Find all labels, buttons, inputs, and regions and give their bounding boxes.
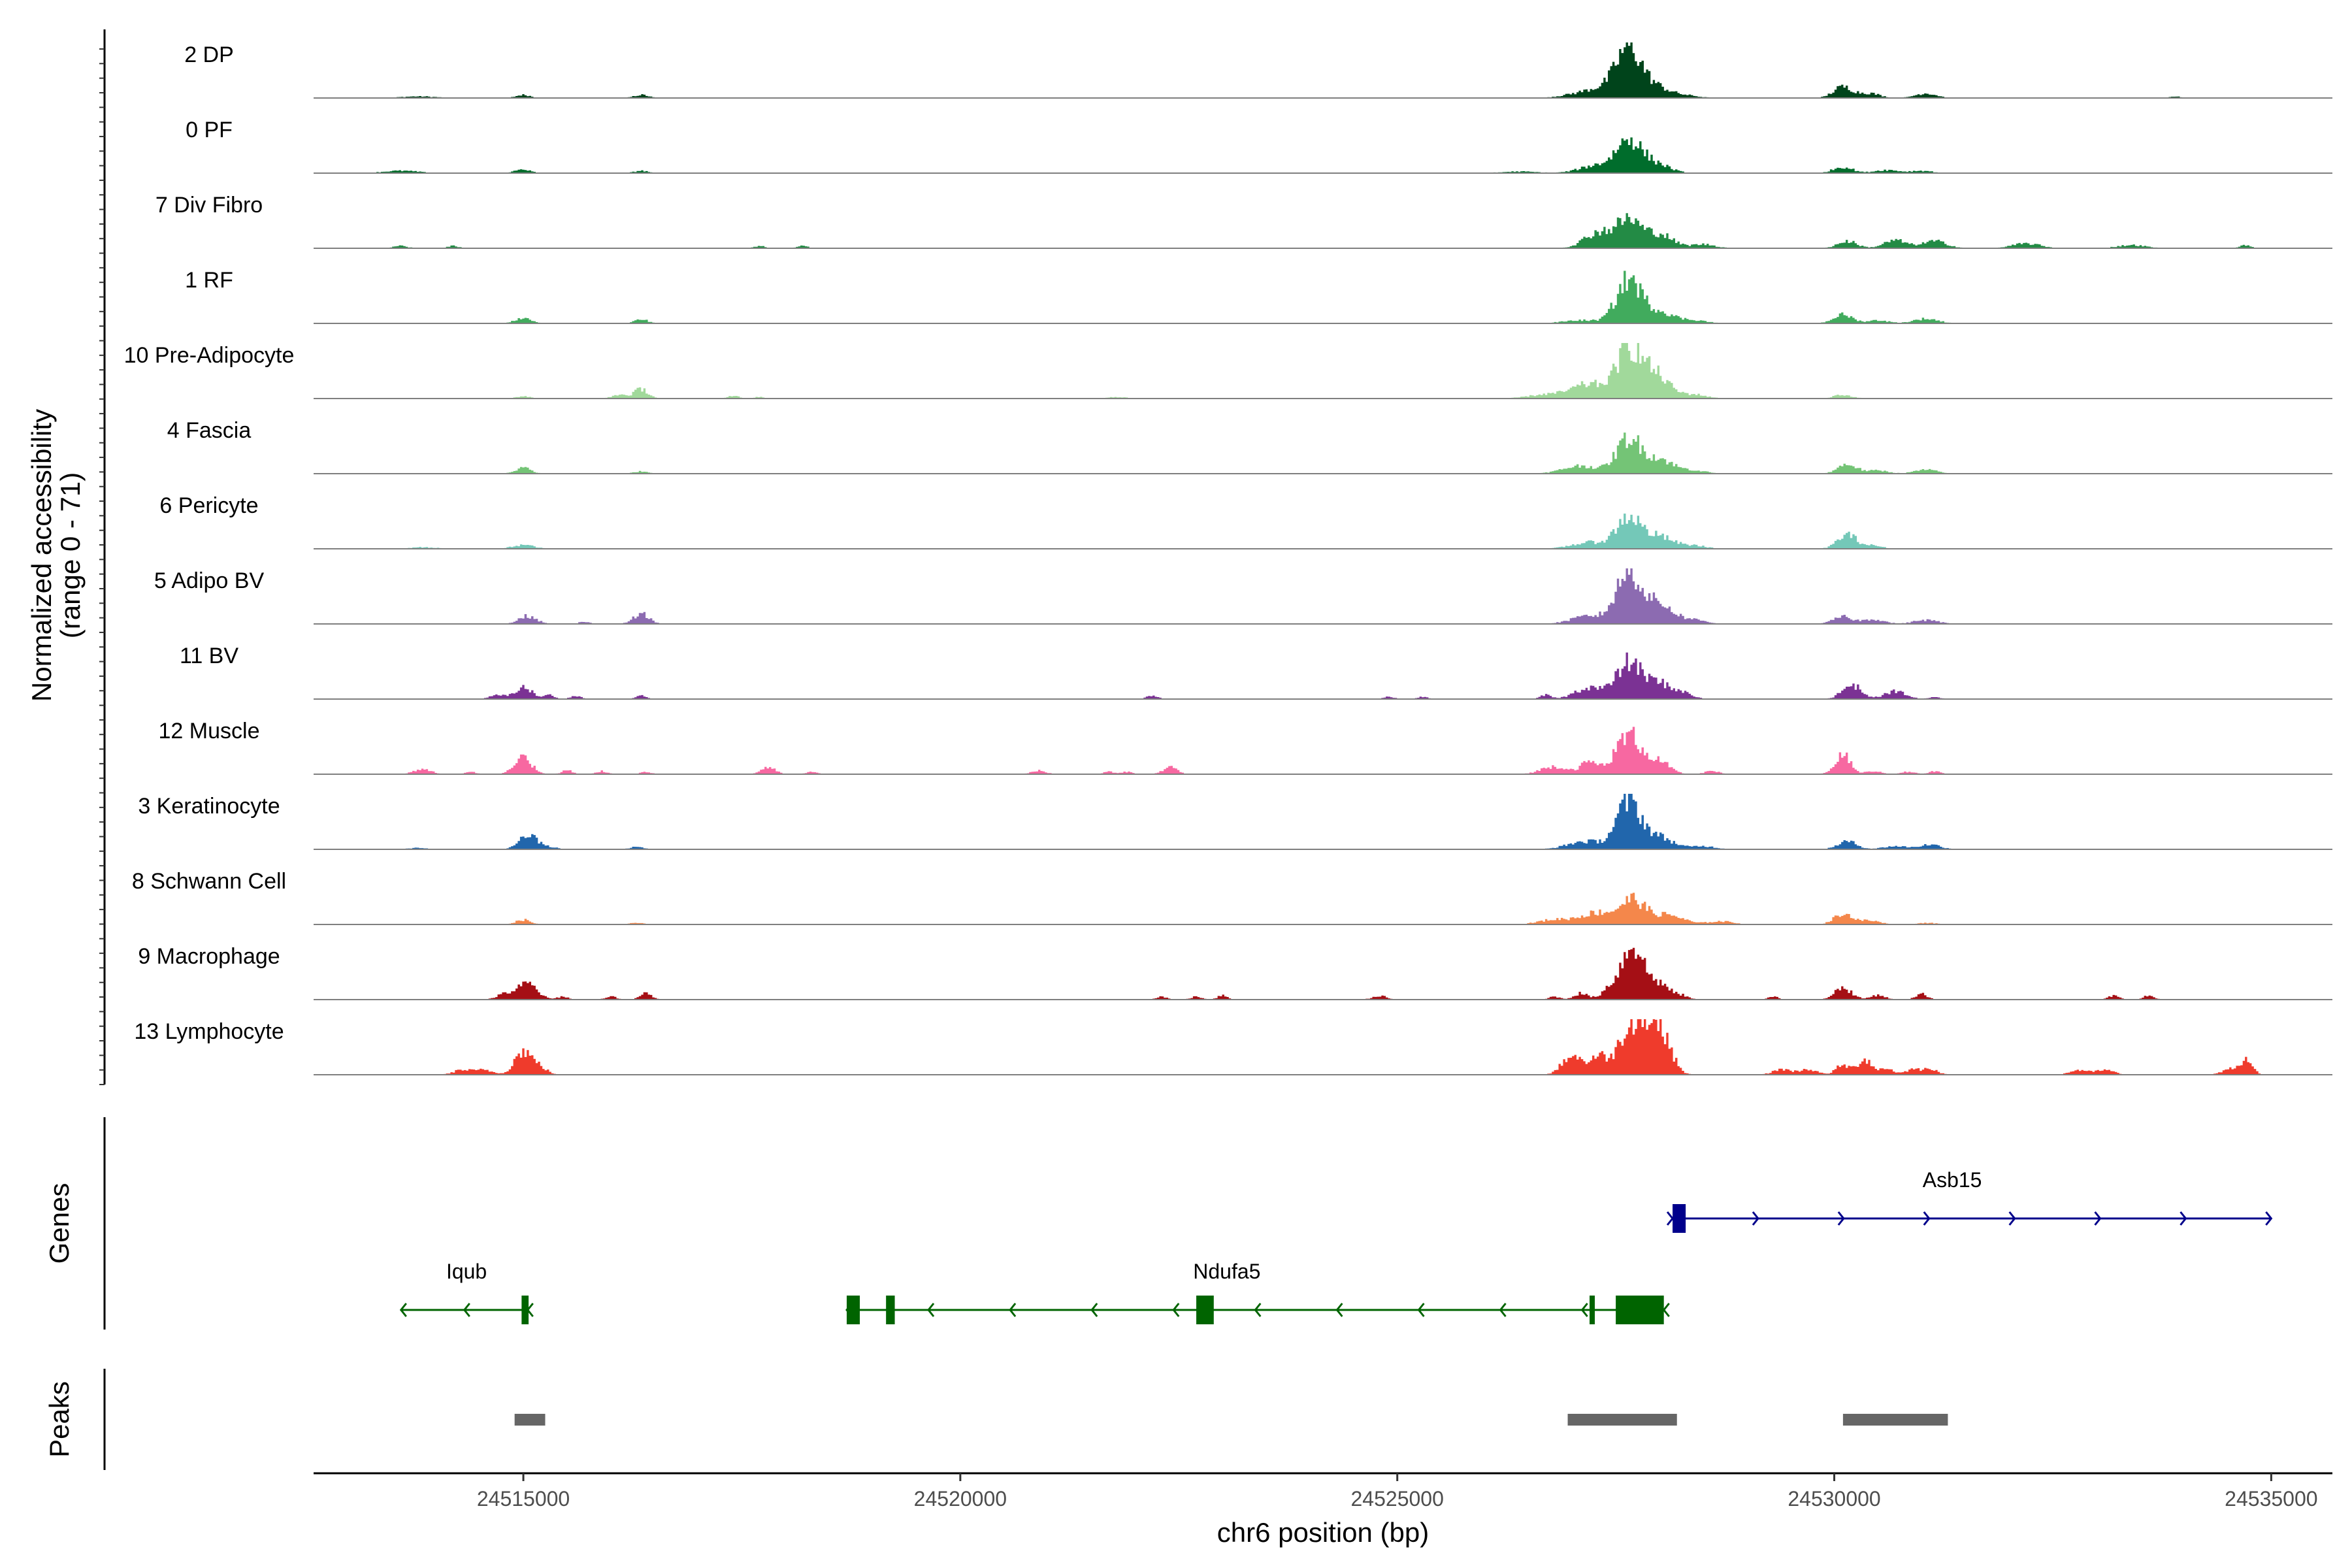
strand-chevron [1837, 1211, 1845, 1226]
peaks-panel-title: Peaks [44, 1381, 74, 1458]
coverage-area [314, 137, 2332, 173]
coverage-area [314, 727, 2332, 774]
track-label: 12 Muscle [159, 719, 260, 743]
track-label: 3 Keratinocyte [138, 794, 280, 819]
track-1: 0 PF [186, 118, 2332, 174]
track-4: 10 Pre-Adipocyte [124, 343, 2332, 399]
coverage-area [314, 433, 2332, 474]
track-13: 13 Lymphocyte [134, 1019, 2332, 1075]
track-12: 9 Macrophage [138, 944, 2332, 1000]
track-label: 5 Adipo BV [154, 568, 265, 593]
track-10: 3 Keratinocyte [138, 794, 2332, 850]
track-5: 4 Fascia [167, 418, 2332, 474]
gene-asb15: Asb15 [1666, 1168, 2273, 1233]
exon [1589, 1296, 1595, 1324]
track-0: 2 DP [184, 42, 2332, 99]
strand-chevron [2265, 1211, 2273, 1226]
strand-chevron [1090, 1303, 1098, 1317]
track-7: 5 Adipo BV [154, 568, 2332, 625]
strand-chevron [1662, 1303, 1670, 1317]
peak-region [514, 1414, 546, 1426]
coverage-tracks: 2 DP 0 PF 7 Div Fibro 1 RF 10 Pre-Adipocyte 4… [124, 42, 2332, 1075]
peak-region [1842, 1414, 1948, 1426]
strand-chevron [1009, 1303, 1017, 1317]
coverage-area [314, 947, 2332, 1000]
track-label: 0 PF [186, 118, 233, 142]
x-tick-label: 24535000 [2225, 1487, 2317, 1511]
coverage-area [314, 652, 2332, 699]
track-9: 12 Muscle [159, 719, 2332, 775]
strand-chevron [1172, 1303, 1180, 1317]
x-tick-label: 24525000 [1351, 1487, 1444, 1511]
strand-chevron [1417, 1303, 1425, 1317]
x-tick-label: 24515000 [477, 1487, 570, 1511]
gene-label: Ndufa5 [1193, 1260, 1260, 1283]
strand-chevron [1752, 1211, 1759, 1226]
exon [846, 1296, 860, 1324]
y-axis-title-line-1: (range 0 - 71) [55, 472, 86, 638]
coverage-area [314, 568, 2332, 624]
track-label: 9 Macrophage [138, 944, 280, 969]
gene-label: Iqub [446, 1260, 487, 1283]
track-6: 6 Pericyte [159, 493, 2332, 549]
strand-chevron [1666, 1211, 1674, 1226]
track-3: 1 RF [185, 268, 2332, 324]
x-tick-label: 24530000 [1788, 1487, 1880, 1511]
strand-chevron [1580, 1303, 1588, 1317]
exon [1616, 1296, 1664, 1324]
strand-chevron [2094, 1211, 2102, 1226]
track-11: 8 Schwann Cell [132, 869, 2332, 925]
coverage-area [314, 1019, 2332, 1075]
peaks-panel: Peaks [44, 1369, 1948, 1470]
coverage-area [314, 794, 2332, 849]
gene-ndufa5: Ndufa5 [845, 1260, 1670, 1324]
y-axis-title-line-0: Normalized accessibility [26, 409, 57, 702]
x-tick-label: 24520000 [914, 1487, 1007, 1511]
track-label: 2 DP [184, 42, 234, 67]
gene-label: Asb15 [1923, 1168, 1982, 1192]
exon [1196, 1296, 1214, 1324]
strand-chevron [463, 1303, 470, 1317]
strand-chevron [927, 1303, 935, 1317]
gene-iqub: Iqub [399, 1260, 534, 1324]
track-label: 13 Lymphocyte [134, 1019, 284, 1044]
coverage-area [314, 270, 2332, 323]
strand-chevron [399, 1303, 407, 1317]
strand-chevron [1499, 1303, 1507, 1317]
track-label: 6 Pericyte [159, 493, 258, 518]
x-axis: 24515000 24520000 24525000 24530000 24535000… [314, 1472, 2332, 1548]
exon [521, 1296, 529, 1324]
coverage-area [314, 343, 2332, 399]
strand-chevron [1254, 1303, 1262, 1317]
left-axis [99, 29, 106, 1085]
coverage-area [314, 514, 2332, 549]
genes-panel: Genes Asb15 Ndufa5 Iqub [44, 1117, 2273, 1330]
track-label: 4 Fascia [167, 418, 252, 443]
strand-chevron [1923, 1211, 1931, 1226]
x-axis-title: chr6 position (bp) [1217, 1517, 1429, 1548]
coverage-area [314, 42, 2332, 98]
y-axis-title-group: Normalized accessibility(range 0 - 71) [26, 409, 86, 702]
strand-chevron [2180, 1211, 2187, 1226]
track-2: 7 Div Fibro [155, 193, 2332, 249]
exon [1673, 1204, 1686, 1233]
peak-region [1567, 1414, 1677, 1426]
track-label: 1 RF [185, 268, 233, 293]
track-label: 7 Div Fibro [155, 193, 263, 218]
strand-chevron [2008, 1211, 2016, 1226]
genes-panel-title: Genes [44, 1183, 74, 1264]
coverage-area [314, 213, 2332, 248]
strand-chevron [1335, 1303, 1343, 1317]
exon [886, 1296, 895, 1324]
track-8: 11 BV [180, 644, 2332, 700]
coverage-area [314, 892, 2332, 924]
track-label: 11 BV [180, 644, 238, 668]
track-label: 8 Schwann Cell [132, 869, 286, 894]
track-label: 10 Pre-Adipocyte [124, 343, 295, 368]
